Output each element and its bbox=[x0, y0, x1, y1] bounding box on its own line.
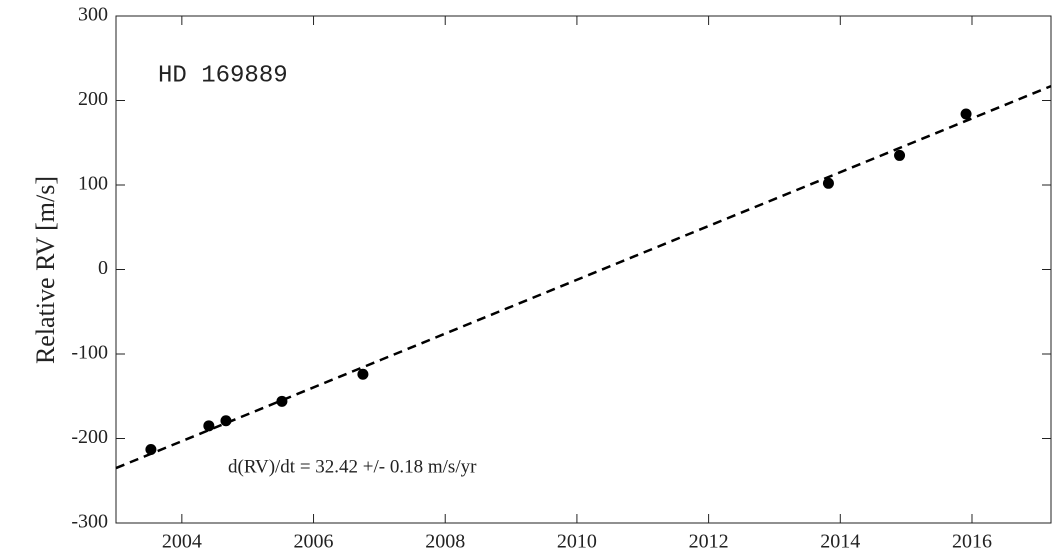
x-tick-label: 2006 bbox=[294, 531, 334, 553]
x-tick-label: 2008 bbox=[425, 531, 465, 553]
x-tick-label: 2004 bbox=[162, 531, 202, 553]
y-tick-label: 0 bbox=[98, 257, 108, 279]
x-tick-label: 2016 bbox=[952, 531, 992, 553]
x-tick-label: 2014 bbox=[820, 531, 860, 553]
data-point bbox=[220, 415, 232, 427]
y-tick-label: -200 bbox=[71, 426, 108, 448]
x-tick-label: 2012 bbox=[689, 531, 729, 553]
y-tick-label: -100 bbox=[71, 342, 108, 364]
data-point bbox=[357, 368, 369, 380]
y-tick-label: 100 bbox=[78, 173, 108, 195]
data-point bbox=[203, 420, 215, 432]
y-tick-label: -300 bbox=[71, 511, 108, 533]
x-tick-label: 2010 bbox=[557, 531, 597, 553]
slope-label: d(RV)/dt = 32.42 +/- 0.18 m/s/yr bbox=[228, 456, 477, 477]
y-axis-label: Relative RV [m/s] bbox=[31, 176, 60, 364]
data-point bbox=[960, 108, 972, 120]
data-point bbox=[822, 177, 834, 189]
data-point bbox=[276, 395, 288, 407]
plot-frame bbox=[115, 15, 1052, 524]
fit-line bbox=[115, 84, 1052, 470]
data-point bbox=[894, 149, 906, 161]
star-label: HD 169889 bbox=[158, 62, 288, 89]
y-tick-label: 300 bbox=[78, 4, 108, 26]
y-tick-label: 200 bbox=[78, 88, 108, 110]
data-point bbox=[145, 443, 157, 455]
